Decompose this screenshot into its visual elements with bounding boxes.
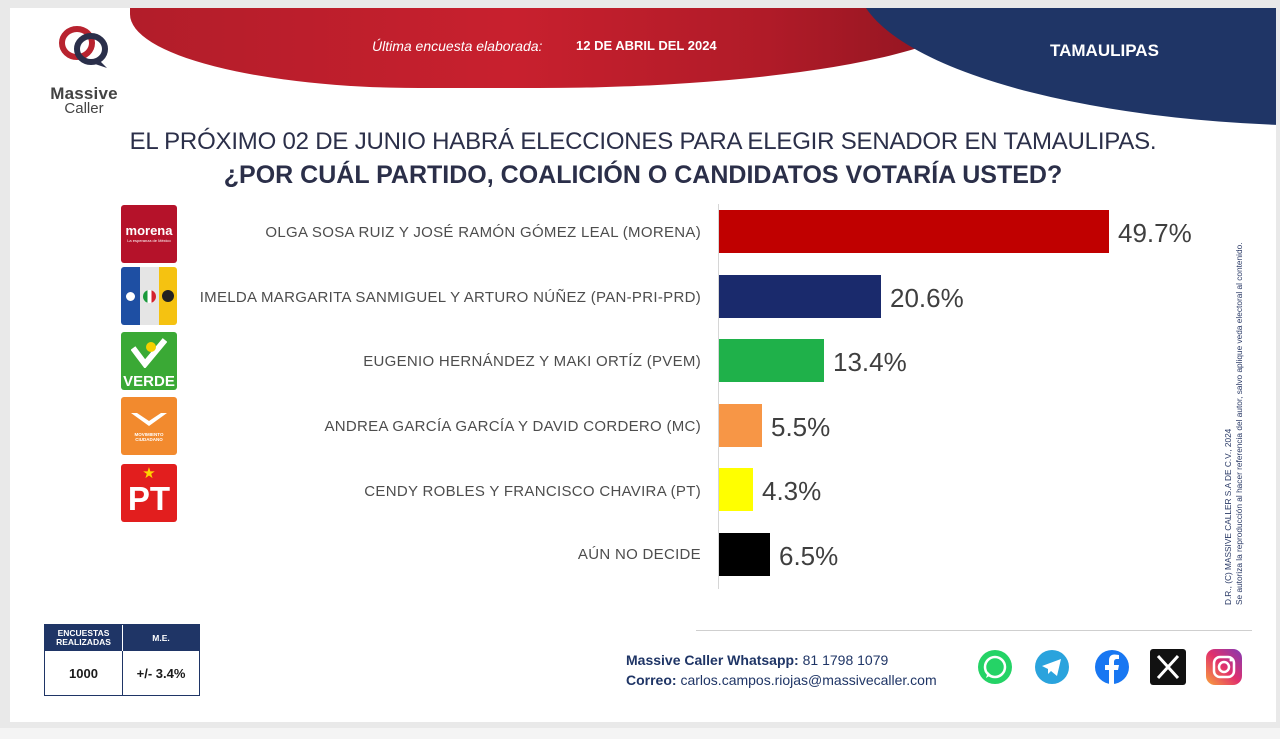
bar-pvem xyxy=(719,339,824,382)
surveys-value: 1000 xyxy=(69,665,98,681)
email-address[interactable]: carlos.campos.riojas@massivecaller.com xyxy=(680,672,937,688)
mc-logo: MOVIMIENTO CIUDADANO xyxy=(121,397,177,455)
telegram-icon[interactable] xyxy=(1033,648,1071,686)
facebook-icon[interactable] xyxy=(1093,648,1131,686)
category-label: AÚN NO DECIDE xyxy=(577,546,701,563)
verde-logo: VERDE xyxy=(121,332,177,390)
bar-pt xyxy=(719,468,753,511)
header-red-band xyxy=(130,8,980,88)
instagram-icon[interactable] xyxy=(1205,648,1243,686)
bar-mc xyxy=(719,404,762,447)
bar-value-label: 49.7% xyxy=(1118,218,1192,248)
y-axis-line xyxy=(718,204,719,589)
margin-error-header: M.E. xyxy=(122,625,199,651)
category-label: CENDY ROBLES Y FRANCISCO CHAVIRA (PT) xyxy=(364,483,701,500)
morena-logo-text: morena xyxy=(125,223,173,238)
whatsapp-label: Massive Caller Whatsapp: xyxy=(626,652,799,668)
contact-info: Massive Caller Whatsapp: 81 1798 1079 Co… xyxy=(626,650,937,690)
massive-caller-logo: Massive Caller xyxy=(44,24,124,117)
mc-logo-text: MOVIMIENTO CIUDADANO xyxy=(134,432,164,442)
bottom-strip xyxy=(0,728,1280,739)
survey-date-value: 12 DE ABRIL DEL 2024 xyxy=(576,38,717,53)
pan-pri-prd-logo xyxy=(121,267,177,325)
bar-value-label: 13.4% xyxy=(833,347,907,377)
margin-error-value: +/- 3.4% xyxy=(122,651,199,695)
category-label: ANDREA GARCÍA GARCÍA Y DAVID CORDERO (MC… xyxy=(324,418,701,435)
region-label: TAMAULIPAS xyxy=(1050,41,1159,60)
survey-date-label: Última encuesta elaborada: xyxy=(372,38,543,54)
question-line-2: ¿POR CUÁL PARTIDO, COALICIÓN O CANDIDATO… xyxy=(223,161,1063,189)
copyright-note: D.R., (C) MASSIVE CALLER S.A DE C.V., 20… xyxy=(1223,153,1247,605)
copyright-line-2: Se autoriza la reproducción al hacer ref… xyxy=(1234,242,1244,605)
morena-logo: morena La esperanza de México xyxy=(121,205,177,263)
pt-logo: ★ PT xyxy=(121,464,177,522)
logo-wordmark-line2: Caller xyxy=(64,100,104,117)
verde-logo-text: VERDE xyxy=(123,373,175,390)
bar-morena xyxy=(719,210,1109,253)
bar-value-label: 6.5% xyxy=(779,541,839,571)
category-label: OLGA SOSA RUIZ Y JOSÉ RAMÓN GÓMEZ LEAL (… xyxy=(265,224,701,241)
eagle-icon xyxy=(131,413,167,426)
header-blue-band xyxy=(856,8,1276,126)
whatsapp-icon[interactable] xyxy=(976,648,1014,686)
question-line-1: EL PRÓXIMO 02 DE JUNIO HABRÁ ELECCIONES … xyxy=(129,128,1157,155)
category-label: IMELDA MARGARITA SANMIGUEL Y ARTURO NÚÑE… xyxy=(199,289,701,306)
x-icon[interactable] xyxy=(1149,648,1187,686)
copyright-line-1: D.R., (C) MASSIVE CALLER S.A DE C.V., 20… xyxy=(1223,428,1233,605)
pan-emblem-icon xyxy=(124,290,137,303)
chat-bubbles-icon xyxy=(59,26,108,68)
bar-value-label: 4.3% xyxy=(762,476,822,506)
category-label: EUGENIO HERNÁNDEZ Y MAKI ORTÍZ (PVEM) xyxy=(363,353,701,370)
prd-sun-icon xyxy=(162,290,174,302)
bar-pan-pri-prd xyxy=(719,275,881,318)
pri-emblem-icon xyxy=(143,290,156,303)
bar-value-label: 5.5% xyxy=(771,412,831,442)
bar-value-label: 20.6% xyxy=(890,283,964,313)
morena-logo-subtext: La esperanza de México xyxy=(127,238,171,243)
star-icon: ★ xyxy=(142,465,156,482)
logo-wordmark-line1: Massive xyxy=(50,84,118,103)
email-label: Correo: xyxy=(626,672,677,688)
sample-stats-table: ENCUESTAS REALIZADAS M.E. 1000 +/- 3.4% xyxy=(44,624,200,696)
toucan-check-icon xyxy=(131,338,167,368)
whatsapp-number[interactable]: 81 1798 1079 xyxy=(802,652,889,668)
footer-divider xyxy=(696,630,1252,631)
bar-undecided xyxy=(719,533,770,576)
pt-logo-text: PT xyxy=(127,480,171,517)
poll-card: Massive Caller Última encuesta elaborada… xyxy=(10,8,1276,722)
surveys-header: ENCUESTAS REALIZADAS xyxy=(45,625,122,651)
